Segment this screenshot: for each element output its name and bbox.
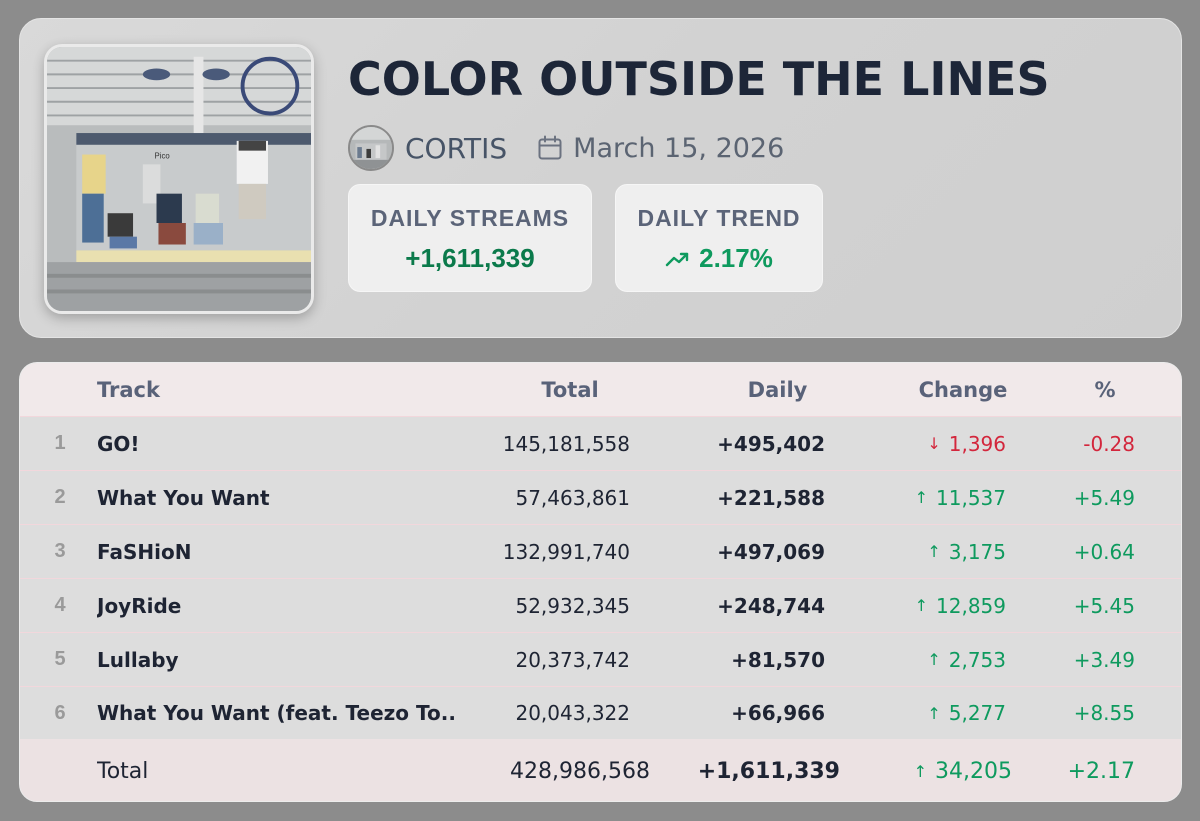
track-change-value: 11,537 [936,485,1006,510]
arrow-up-icon: ↑ [913,761,928,781]
table-row[interactable]: 1 GO! 145,181,558 +495,402 ↓ 1,396 -0.28 [20,417,1181,471]
header-total[interactable]: Total [541,377,599,402]
track-change: ↓ 1,396 [880,417,1006,470]
track-total: 145,181,558 [502,431,630,456]
track-total: 20,373,742 [515,647,630,672]
track-rank: 4 [54,594,66,616]
track-rank: 2 [54,486,66,508]
table-header-row: Track Total Daily Change % [20,363,1181,417]
arrow-up-icon: ↑ [927,650,941,669]
daily-streams-value: +1,611,339 [405,243,535,273]
track-change-value: 5,277 [948,701,1006,725]
arrow-up-icon: ↑ [927,703,941,723]
daily-trend-label: DAILY TREND [637,205,801,231]
total-change: ↑ 34,205 [880,739,1012,801]
track-daily: +248,744 [717,593,825,618]
arrow-down-icon: ↓ [927,434,941,453]
table-total-row: Total 428,986,568 +1,611,339 ↑ 34,205 +2.… [20,739,1181,801]
cover-sign-text: Pico [155,151,171,160]
track-rank: 3 [54,540,66,562]
arrow-up-icon: ↑ [927,542,941,561]
daily-trend-value-row: 2.17% [616,243,822,274]
track-change: ↑ 5,277 [880,687,1006,739]
track-title[interactable]: What You Want [97,485,270,510]
track-title[interactable]: JoyRide [97,593,182,618]
daily-streams-label: DAILY STREAMS [370,205,570,231]
header-track[interactable]: Track [97,377,160,402]
header-pct[interactable]: % [1094,377,1116,402]
track-change-value: 12,859 [936,593,1006,618]
table-row[interactable]: 5 Lullaby 20,373,742 +81,570 ↑ 2,753 +3.4… [20,633,1181,687]
tracks-table: Track Total Daily Change % 1 GO! 145,181… [19,362,1182,802]
table-row[interactable]: 3 FaSHioN 132,991,740 +497,069 ↑ 3,175 +0… [20,525,1181,579]
total-label: Total [97,758,149,784]
table-row[interactable]: 2 What You Want 57,463,861 +221,588 ↑ 11,… [20,471,1181,525]
daily-trend-value: 2.17% [699,243,773,273]
track-change: ↑ 11,537 [880,471,1006,524]
track-daily: +495,402 [717,431,825,456]
arrow-up-icon: ↑ [914,488,929,507]
album-meta-row: CORTIS March 15, 2026 [348,124,784,172]
track-title[interactable]: FaSHioN [97,539,192,564]
track-pct: +3.49 [1073,647,1135,672]
album-cover: Pico [44,44,314,314]
track-pct: -0.28 [1083,431,1135,456]
track-pct: +5.49 [1073,485,1135,510]
track-change-value: 1,396 [948,431,1006,456]
artist-name[interactable]: CORTIS [405,131,508,165]
track-rank: 5 [54,648,66,670]
table-row[interactable]: 6 What You Want (feat. Teezo To... 20,04… [20,687,1181,739]
track-change: ↑ 3,175 [880,525,1006,578]
header-change[interactable]: Change [918,377,1008,402]
track-change: ↑ 12,859 [880,579,1006,632]
table-row[interactable]: 4 JoyRide 52,932,345 +248,744 ↑ 12,859 +5… [20,579,1181,633]
track-daily: +66,966 [731,701,825,725]
total-change-value: 34,205 [935,758,1012,784]
track-change: ↑ 2,753 [880,633,1006,686]
daily-streams-card: DAILY STREAMS +1,611,339 [348,184,592,292]
track-total: 132,991,740 [502,539,630,564]
daily-trend-card: DAILY TREND 2.17% [615,184,823,292]
track-daily: +81,570 [731,647,825,672]
release-date: March 15, 2026 [573,132,785,164]
track-title[interactable]: What You Want (feat. Teezo To... [97,701,457,725]
total-streams: 428,986,568 [510,758,650,784]
track-rank: 6 [54,701,66,724]
arrow-up-icon: ↑ [914,596,929,615]
track-change-value: 3,175 [948,539,1006,564]
track-pct: +8.55 [1073,701,1135,725]
track-title[interactable]: Lullaby [97,647,179,672]
track-total: 52,932,345 [515,593,630,618]
artist-avatar[interactable] [348,125,394,171]
total-daily: +1,611,339 [697,758,840,784]
track-total: 57,463,861 [515,485,630,510]
track-pct: +5.45 [1073,593,1135,618]
album-title: COLOR OUTSIDE THE LINES [348,52,1050,106]
track-total: 20,043,322 [515,701,630,725]
track-pct: +0.64 [1073,539,1135,564]
total-pct: +2.17 [1067,758,1135,784]
header-daily[interactable]: Daily [747,377,808,402]
calendar-icon [538,135,562,160]
track-title[interactable]: GO! [97,431,140,456]
trending-up-icon [665,252,689,266]
track-rank: 1 [54,432,66,454]
track-daily: +221,588 [717,485,825,510]
track-daily: +497,069 [717,539,825,564]
track-change-value: 2,753 [948,647,1006,672]
